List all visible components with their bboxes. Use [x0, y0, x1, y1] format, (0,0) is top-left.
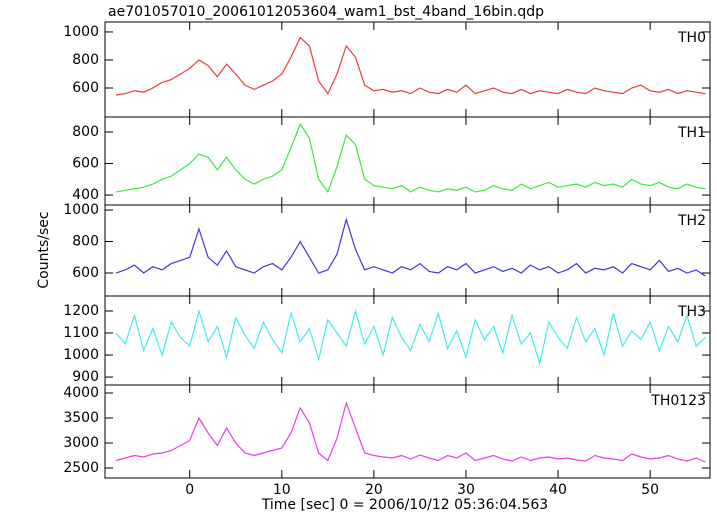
light-curve — [115, 217, 706, 277]
panel-label: TH1 — [677, 125, 706, 141]
panel-label: TH0 — [677, 30, 706, 46]
panel-frame — [104, 21, 711, 118]
y-tick-label: 800 — [72, 234, 99, 250]
light-curve — [115, 401, 706, 463]
light-curve — [115, 122, 706, 194]
y-tick-label: 1000 — [63, 202, 99, 218]
y-tick-label: 600 — [72, 156, 99, 172]
y-tick-label: 800 — [72, 124, 99, 140]
y-axis-label: Counts/sec — [36, 211, 52, 288]
panel-frame — [104, 295, 711, 386]
y-tick-label: 3500 — [63, 410, 99, 426]
y-tick-label: 2500 — [63, 460, 99, 476]
y-tick-label: 600 — [72, 265, 99, 281]
y-tick-label: 1000 — [63, 347, 99, 363]
y-tick-label: 800 — [72, 52, 99, 68]
panel-label: TH3 — [677, 304, 706, 320]
y-tick-label: 1200 — [63, 303, 99, 319]
chart-title: ae701057010_20061012053604_wam1_bst_4ban… — [108, 4, 544, 20]
panel-frame — [104, 384, 711, 479]
y-tick-label: 3000 — [63, 435, 99, 451]
panel-label: TH2 — [677, 213, 706, 229]
panel-frame — [104, 116, 711, 206]
light-curve — [115, 308, 706, 367]
y-tick-label: 1100 — [63, 325, 99, 341]
x-tick-label: 20 — [365, 482, 383, 498]
x-tick-label: 30 — [457, 482, 475, 498]
panel-label: TH0123 — [650, 393, 706, 409]
x-tick-label: 40 — [549, 482, 567, 498]
x-axis-label: Time [sec] 0 = 2006/10/12 05:36:04.563 — [261, 497, 548, 513]
x-tick-label: 50 — [641, 482, 659, 498]
y-tick-label: 400 — [72, 187, 99, 203]
y-tick-label: 900 — [72, 369, 99, 385]
y-tick-label: 1000 — [63, 24, 99, 40]
y-tick-label: 600 — [72, 80, 99, 96]
y-tick-label: 4000 — [63, 385, 99, 401]
x-tick-label: 0 — [185, 482, 194, 498]
light-curve — [115, 36, 706, 96]
x-tick-label: 10 — [273, 482, 291, 498]
panel-frame — [104, 204, 711, 297]
